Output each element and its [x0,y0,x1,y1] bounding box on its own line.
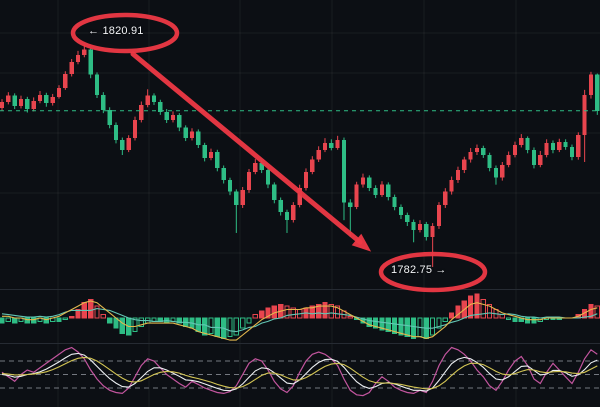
kdj-d-line [1,356,598,390]
kdj-j-line [1,346,598,397]
macd-dea-line [1,308,598,333]
candlestick-series [0,45,600,267]
kdj-level-lines [0,360,600,389]
high-price-label: ← 1820.91 [88,25,144,37]
low-price-label: 1782.75 → [391,264,447,276]
low-circle-annotation [378,251,488,293]
trend-arrow [130,51,372,252]
macd-dif-line [2,300,598,341]
panel-separators [0,289,600,344]
high-circle-annotation [70,12,180,54]
